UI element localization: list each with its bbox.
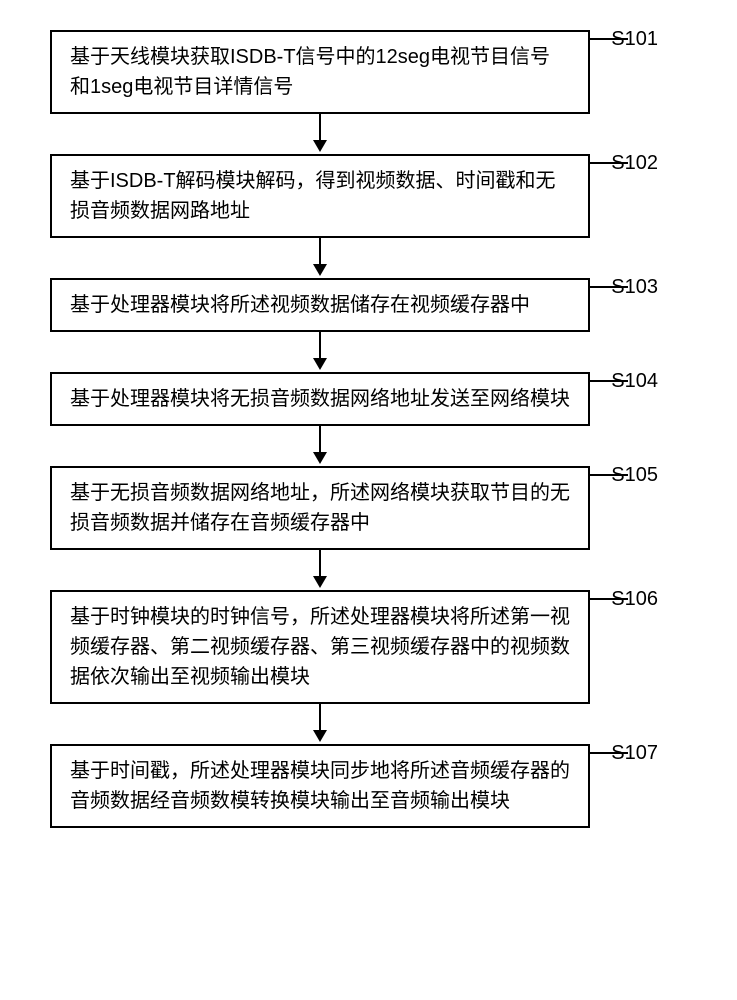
step-text: 基于时间戳，所述处理器模块同步地将所述音频缓存器的音频数据经音频数模转换模块输出… bbox=[70, 756, 570, 816]
flowchart-step: S101 基于天线模块获取ISDB-T信号中的12seg电视节目信号和1seg电… bbox=[50, 30, 590, 114]
flowchart-arrow bbox=[50, 238, 590, 278]
flowchart-arrow bbox=[50, 704, 590, 744]
flowchart-step: S103 基于处理器模块将所述视频数据储存在视频缓存器中 bbox=[50, 278, 590, 332]
step-text: 基于无损音频数据网络地址，所述网络模块获取节目的无损音频数据并储存在音频缓存器中 bbox=[70, 478, 570, 538]
flowchart-step: S102 基于ISDB-T解码模块解码，得到视频数据、时间戳和无损音频数据网路地… bbox=[50, 154, 590, 238]
step-text: 基于处理器模块将无损音频数据网络地址发送至网络模块 bbox=[70, 384, 570, 414]
flowchart-step: S106 基于时钟模块的时钟信号，所述处理器模块将所述第一视频缓存器、第二视频缓… bbox=[50, 590, 590, 704]
step-text: 基于天线模块获取ISDB-T信号中的12seg电视节目信号和1seg电视节目详情… bbox=[70, 42, 570, 102]
flowchart-step: S105 基于无损音频数据网络地址，所述网络模块获取节目的无损音频数据并储存在音… bbox=[50, 466, 590, 550]
step-text: 基于处理器模块将所述视频数据储存在视频缓存器中 bbox=[70, 290, 570, 320]
step-text: 基于ISDB-T解码模块解码，得到视频数据、时间戳和无损音频数据网路地址 bbox=[70, 166, 570, 226]
step-label: S106 bbox=[611, 584, 658, 614]
flowchart-arrow bbox=[50, 332, 590, 372]
flowchart-step: S107 基于时间戳，所述处理器模块同步地将所述音频缓存器的音频数据经音频数模转… bbox=[50, 744, 590, 828]
step-label: S107 bbox=[611, 738, 658, 768]
step-label: S102 bbox=[611, 148, 658, 178]
step-label: S104 bbox=[611, 366, 658, 396]
step-label: S105 bbox=[611, 460, 658, 490]
flowchart-container: S101 基于天线模块获取ISDB-T信号中的12seg电视节目信号和1seg电… bbox=[50, 30, 690, 828]
step-text: 基于时钟模块的时钟信号，所述处理器模块将所述第一视频缓存器、第二视频缓存器、第三… bbox=[70, 602, 570, 692]
flowchart-arrow bbox=[50, 114, 590, 154]
step-label: S101 bbox=[611, 24, 658, 54]
flowchart-step: S104 基于处理器模块将无损音频数据网络地址发送至网络模块 bbox=[50, 372, 590, 426]
step-label: S103 bbox=[611, 272, 658, 302]
flowchart-arrow bbox=[50, 550, 590, 590]
flowchart-arrow bbox=[50, 426, 590, 466]
